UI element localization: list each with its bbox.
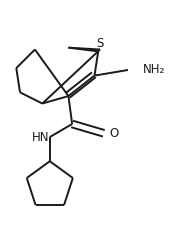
Text: NH₂: NH₂ bbox=[143, 63, 165, 76]
Text: S: S bbox=[96, 37, 104, 50]
Text: HN: HN bbox=[32, 130, 50, 144]
Text: O: O bbox=[109, 127, 119, 140]
